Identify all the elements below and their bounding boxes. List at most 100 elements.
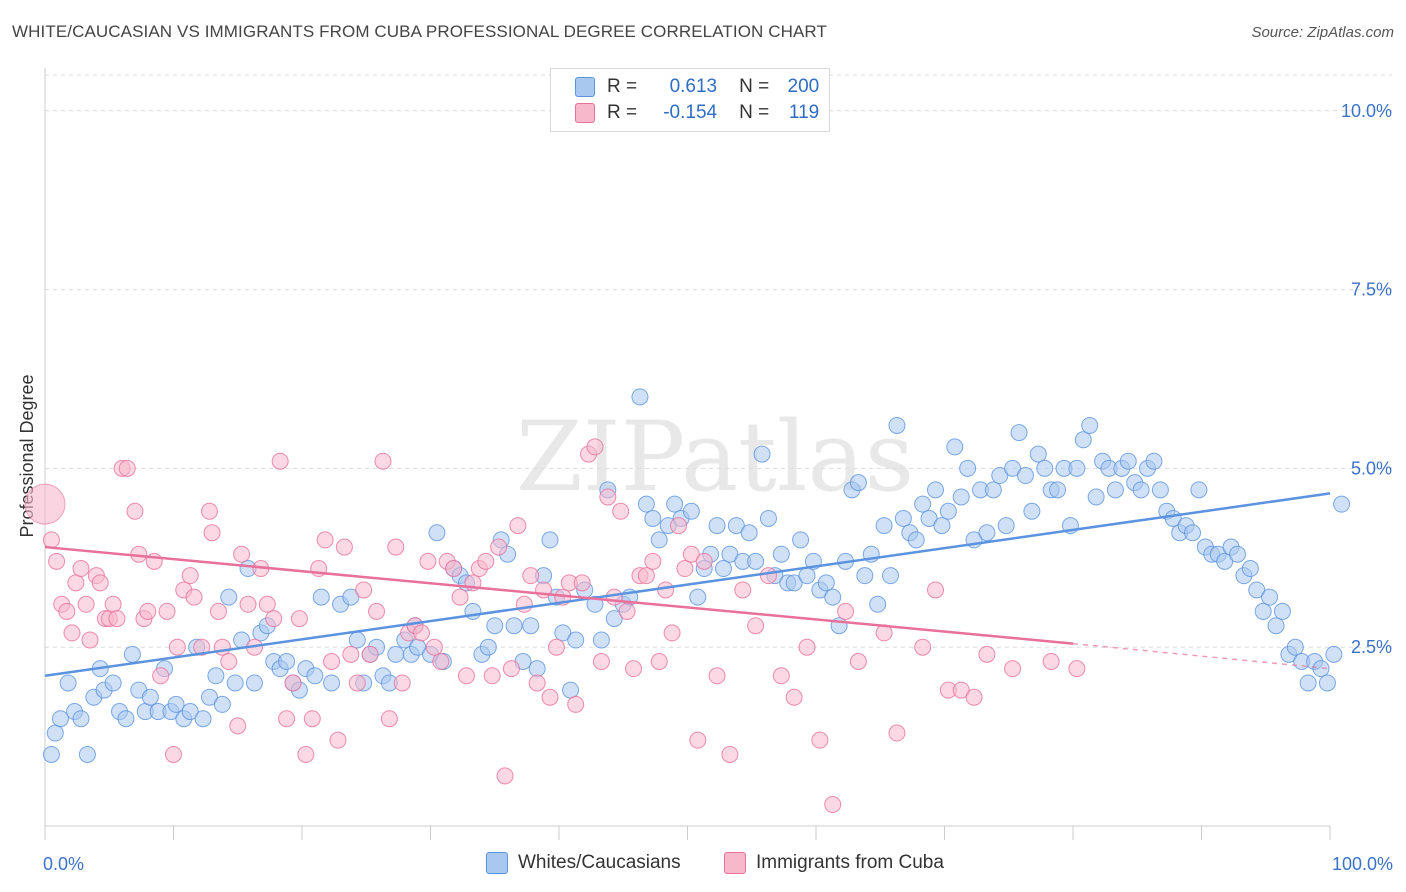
whites-point (927, 481, 945, 499)
whites-point (428, 524, 446, 542)
whites-point (714, 560, 732, 578)
cuba-point (361, 645, 379, 663)
cuba-point (695, 552, 713, 570)
bottom-legend-swatch-whites (486, 852, 508, 874)
whites-point (817, 574, 835, 592)
cuba-point (592, 652, 610, 670)
cuba-point (220, 652, 238, 670)
cuba-point (528, 674, 546, 692)
whites-point (1299, 674, 1317, 692)
cuba-point (335, 538, 353, 556)
cuba-point (355, 581, 373, 599)
whites-point (856, 567, 874, 585)
cuba-point (914, 638, 932, 656)
cuba-point (811, 731, 829, 749)
cuba-point (323, 652, 341, 670)
legend-r-value: 0.613 (669, 76, 718, 97)
whites-point (727, 517, 745, 535)
whites-point (875, 517, 893, 535)
whites-point (1184, 524, 1202, 542)
whites-point (869, 595, 887, 613)
whites-point (914, 495, 932, 513)
cuba-point (1042, 652, 1060, 670)
cuba-point (387, 538, 405, 556)
cuba-point (239, 595, 257, 613)
whites-point (939, 502, 957, 520)
cuba-point (483, 667, 501, 685)
whites-point (824, 588, 842, 606)
whites-point (348, 631, 366, 649)
whites-point (194, 710, 212, 728)
whites-point (991, 467, 1009, 485)
whites-point (1106, 481, 1124, 499)
cuba-point (496, 767, 514, 785)
cuba-point (284, 674, 302, 692)
cuba-point (42, 531, 60, 549)
bottom-legend-cuba[interactable]: Immigrants from Cuba (724, 852, 944, 874)
cuba-point (118, 459, 136, 477)
whites-point (708, 517, 726, 535)
cuba-point (67, 574, 85, 592)
cuba-point (278, 710, 296, 728)
cuba-point (502, 660, 520, 678)
whites-point (486, 617, 504, 635)
whites-point (798, 567, 816, 585)
cuba-point (625, 660, 643, 678)
whites-point (1286, 638, 1304, 656)
whites-point (1273, 602, 1291, 620)
whites-point (1216, 552, 1234, 570)
whites-point (637, 495, 655, 513)
cuba-point (368, 602, 386, 620)
cuba-point (63, 624, 81, 642)
whites-point (200, 688, 218, 706)
cuba-point (567, 695, 585, 713)
cuba-point (91, 574, 109, 592)
cuba-point (290, 610, 308, 628)
whites-point (42, 745, 60, 763)
cuba-point (393, 674, 411, 692)
cuba-point (203, 524, 221, 542)
cuba-point (573, 574, 591, 592)
cuba-point (490, 538, 508, 556)
cuba-point (419, 552, 437, 570)
source-label: Source: ZipAtlas.com (1251, 24, 1394, 41)
whites-point (1004, 459, 1022, 477)
whites-point (721, 545, 739, 563)
cuba-point (77, 595, 95, 613)
cuba-point (785, 688, 803, 706)
bottom-legend-whites[interactable]: Whites/Caucasians (486, 852, 681, 874)
cuba-point (605, 588, 623, 606)
cuba-point (445, 560, 463, 578)
cuba-point (1004, 660, 1022, 678)
whites-trend-line (44, 492, 1331, 678)
whites-point (1023, 502, 1041, 520)
cuba-point (759, 567, 777, 585)
bottom-legend-label-whites: Whites/Caucasians (518, 852, 681, 873)
cuba-point (348, 674, 366, 692)
whites-point (1016, 467, 1034, 485)
whites-point (650, 531, 668, 549)
cuba-point (515, 595, 533, 613)
whites-point (117, 710, 135, 728)
cuba-point (380, 710, 398, 728)
whites-point (528, 660, 546, 678)
cuba-point (708, 667, 726, 685)
whites-point (220, 588, 238, 606)
whites-point (245, 674, 263, 692)
whites-point (785, 574, 803, 592)
cuba-point (657, 581, 675, 599)
cuba-point-large (24, 483, 66, 525)
legend-row-cuba: R = -0.154 N = 119 (575, 101, 819, 125)
cuba-point (81, 631, 99, 649)
whites-point (278, 652, 296, 670)
cuba-point (772, 667, 790, 685)
whites-point (312, 588, 330, 606)
cuba-point (213, 638, 231, 656)
whites-point (1333, 495, 1351, 513)
whites-point (46, 724, 64, 742)
whites-point (1087, 488, 1105, 506)
cuba-point (457, 667, 475, 685)
cuba-point (747, 617, 765, 635)
cuba-point (734, 581, 752, 599)
